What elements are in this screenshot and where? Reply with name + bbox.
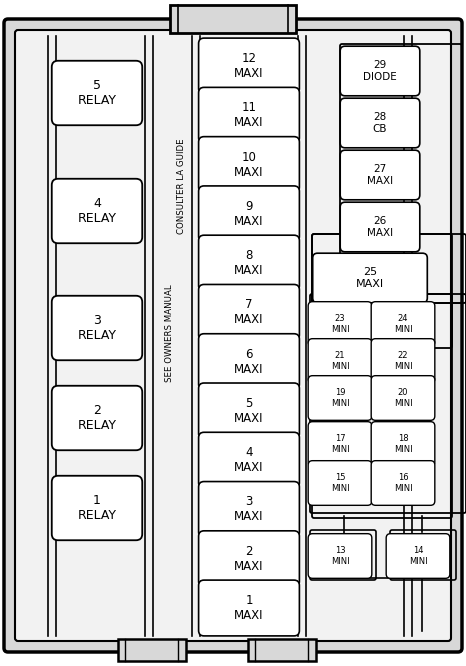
FancyBboxPatch shape [52,386,142,450]
Text: 4
MAXI: 4 MAXI [234,446,264,474]
Text: 11
MAXI: 11 MAXI [234,101,264,129]
Text: 14
MINI: 14 MINI [409,546,427,565]
Text: 8
MAXI: 8 MAXI [234,249,264,277]
FancyBboxPatch shape [340,46,420,96]
Text: 2
MAXI: 2 MAXI [234,545,264,573]
FancyBboxPatch shape [308,533,372,578]
FancyBboxPatch shape [371,339,435,384]
FancyBboxPatch shape [199,38,299,94]
FancyBboxPatch shape [313,253,427,303]
Text: 5
RELAY: 5 RELAY [77,79,116,107]
FancyBboxPatch shape [4,19,462,652]
Text: 6
MAXI: 6 MAXI [234,348,264,376]
Bar [248,639,316,661]
FancyBboxPatch shape [371,376,435,420]
FancyBboxPatch shape [308,422,372,466]
FancyBboxPatch shape [199,87,299,143]
Text: 28
CB: 28 CB [373,112,387,134]
FancyBboxPatch shape [52,178,142,243]
Text: 21
MINI: 21 MINI [331,351,350,371]
FancyBboxPatch shape [340,98,420,148]
FancyBboxPatch shape [199,531,299,587]
FancyBboxPatch shape [15,30,451,641]
Text: 9
MAXI: 9 MAXI [234,200,264,228]
FancyBboxPatch shape [199,137,299,192]
Text: 5
MAXI: 5 MAXI [234,397,264,425]
Bar [170,5,296,33]
Text: 12
MAXI: 12 MAXI [234,52,264,80]
Text: 29
DIODE: 29 DIODE [363,60,397,82]
Text: 18
MINI: 18 MINI [394,434,412,454]
Text: 23
MINI: 23 MINI [331,314,350,334]
FancyBboxPatch shape [340,202,420,252]
Text: 2
RELAY: 2 RELAY [77,404,116,432]
FancyBboxPatch shape [371,461,435,505]
Bar [118,639,186,661]
FancyBboxPatch shape [52,476,142,540]
FancyBboxPatch shape [371,302,435,346]
FancyBboxPatch shape [199,186,299,242]
FancyBboxPatch shape [308,376,372,420]
FancyBboxPatch shape [199,432,299,488]
FancyBboxPatch shape [199,334,299,390]
FancyBboxPatch shape [52,296,142,360]
FancyBboxPatch shape [52,61,142,125]
FancyBboxPatch shape [386,533,450,578]
Text: 19
MINI: 19 MINI [331,388,350,408]
Text: 7
MAXI: 7 MAXI [234,298,264,326]
FancyBboxPatch shape [371,422,435,466]
FancyBboxPatch shape [340,151,420,200]
FancyBboxPatch shape [308,461,372,505]
Text: 20
MINI: 20 MINI [394,388,412,408]
FancyBboxPatch shape [199,284,299,340]
Text: 4
RELAY: 4 RELAY [77,197,116,225]
Text: CONSULTER LA GUIDE: CONSULTER LA GUIDE [178,138,186,234]
Text: 26
MAXI: 26 MAXI [367,216,393,238]
Text: SEE OWNERS MANUAL: SEE OWNERS MANUAL [165,284,174,382]
Text: 15
MINI: 15 MINI [331,474,350,493]
FancyBboxPatch shape [199,482,299,537]
FancyBboxPatch shape [199,235,299,291]
FancyBboxPatch shape [308,339,372,384]
Text: 1
RELAY: 1 RELAY [77,494,116,522]
Text: 3
MAXI: 3 MAXI [234,496,264,523]
Text: 1
MAXI: 1 MAXI [234,594,264,622]
Text: 27
MAXI: 27 MAXI [367,165,393,186]
Text: 17
MINI: 17 MINI [331,434,350,454]
FancyBboxPatch shape [199,580,299,636]
Text: 13
MINI: 13 MINI [331,546,350,565]
Text: 3
RELAY: 3 RELAY [77,314,116,342]
Text: 22
MINI: 22 MINI [394,351,412,371]
Text: 16
MINI: 16 MINI [394,474,412,493]
Text: 10
MAXI: 10 MAXI [234,151,264,178]
Text: 24
MINI: 24 MINI [394,314,412,334]
Text: 25
MAXI: 25 MAXI [356,267,384,289]
FancyBboxPatch shape [308,302,372,346]
FancyBboxPatch shape [199,383,299,439]
